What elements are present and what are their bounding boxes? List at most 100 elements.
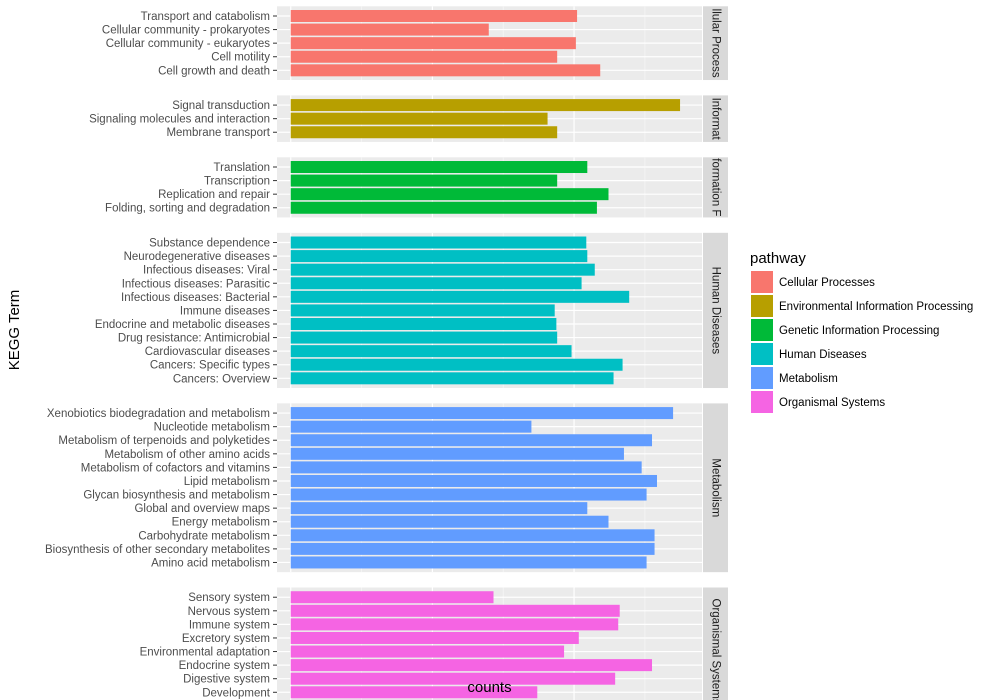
bar-biosynthesis-of-other-secondary-metabolites[interactable]	[290, 542, 655, 555]
facet-panel-4: Xenobiotics biodegradation and metabolis…	[45, 403, 728, 573]
bar-signaling-molecules-and-interaction[interactable]	[290, 112, 548, 125]
bar-glycan-biosynthesis-and-metabolism[interactable]	[290, 488, 647, 501]
y-tick-label: Cellular community - prokaryotes	[102, 25, 270, 37]
bar-folding-sorting-and-degradation[interactable]	[290, 201, 597, 214]
bar-substance-dependence[interactable]	[290, 236, 587, 249]
y-tick-label: Immune diseases	[180, 305, 270, 317]
legend-label: Organismal Systems	[779, 397, 885, 409]
y-tick-label: Metabolism of cofactors and vitamins	[81, 462, 270, 474]
bar-cancers-specific-types[interactable]	[290, 358, 623, 371]
y-tick-label: Energy metabolism	[172, 517, 270, 529]
bar-membrane-transport[interactable]	[290, 126, 558, 139]
facet-strip-label: Organismal Systems	[710, 598, 722, 700]
bar-cancers-overview[interactable]	[290, 372, 614, 385]
bar-lipid-metabolism[interactable]	[290, 474, 658, 487]
bar-amino-acid-metabolism[interactable]	[290, 556, 647, 569]
facet-strip	[703, 6, 728, 81]
y-tick-label: Nucleotide metabolism	[154, 422, 270, 434]
y-tick-label: Infectious diseases: Bacterial	[121, 292, 270, 304]
bar-infectious-diseases-viral[interactable]	[290, 263, 595, 276]
legend-label: Human Diseases	[779, 349, 867, 361]
facet-strip	[703, 587, 728, 700]
facet-panel-0: Transport and catabolism Cellular communi…	[102, 6, 728, 81]
y-tick-label: Digestive system	[183, 674, 270, 686]
y-tick-label: Transport and catabolism	[141, 11, 270, 23]
y-tick-label: Cellular community - eukaryotes	[106, 38, 271, 50]
bar-endocrine-and-metabolic-diseases[interactable]	[290, 317, 557, 330]
bar-transcription[interactable]	[290, 174, 558, 187]
y-tick-label: Amino acid metabolism	[151, 557, 270, 569]
bar-nervous-system[interactable]	[290, 604, 620, 617]
bar-endocrine-system[interactable]	[290, 659, 653, 672]
bar-sensory-system[interactable]	[290, 591, 494, 604]
bar-excretory-system[interactable]	[290, 631, 579, 644]
bar-cellular-community-eukaryotes[interactable]	[290, 37, 576, 50]
bar-immune-diseases[interactable]	[290, 304, 555, 317]
y-tick-label: Carbohydrate metabolism	[138, 530, 270, 542]
facet-panel-1: Signal transduction Signaling molecules a…	[89, 95, 728, 142]
bar-development[interactable]	[290, 686, 538, 699]
y-tick-label: Metabolism of other amino acids	[104, 449, 270, 461]
legend: pathway Cellular Processes Environmental I…	[750, 250, 973, 413]
y-tick-label: Membrane transport	[166, 127, 270, 139]
y-tick-label: Metabolism of terpenoids and polyketides	[58, 435, 270, 447]
y-tick-label: Translation	[214, 162, 270, 174]
y-tick-label: Endocrine system	[179, 660, 270, 672]
bar-digestive-system[interactable]	[290, 672, 616, 685]
bar-metabolism-of-cofactors-and-vitamins[interactable]	[290, 461, 642, 474]
y-tick-label: Transcription	[204, 176, 270, 188]
legend-swatch	[751, 271, 773, 293]
bar-cellular-community-prokaryotes[interactable]	[290, 23, 489, 36]
bar-infectious-diseases-parasitic[interactable]	[290, 277, 582, 290]
legend-label: Genetic Information Processing	[779, 325, 939, 337]
bar-cardiovascular-diseases[interactable]	[290, 345, 572, 358]
bar-energy-metabolism[interactable]	[290, 515, 609, 528]
y-tick-label: Biosynthesis of other secondary metaboli…	[45, 544, 270, 556]
facet-strip-label: Human Diseases	[710, 267, 722, 355]
legend-swatch	[751, 391, 773, 413]
y-tick-label: Excretory system	[182, 633, 270, 645]
bar-signal-transduction[interactable]	[290, 99, 681, 112]
y-tick-label: Environmental adaptation	[140, 647, 270, 659]
y-tick-label: Cell motility	[211, 52, 270, 64]
bar-metabolism-of-terpenoids-and-polyketides[interactable]	[290, 434, 653, 447]
bar-replication-and-repair[interactable]	[290, 188, 609, 201]
bar-drug-resistance-antimicrobial[interactable]	[290, 331, 558, 344]
y-tick-label: Drug resistance: Antimicrobial	[118, 333, 270, 345]
legend-title: pathway	[750, 250, 806, 267]
bar-environmental-adaptation[interactable]	[290, 645, 565, 658]
y-axis-title: KEGG Term	[6, 290, 23, 371]
bar-cell-motility[interactable]	[290, 50, 558, 63]
facet-strip	[703, 232, 728, 389]
y-tick-label: Neurodegenerative diseases	[124, 251, 271, 263]
y-tick-label: Sensory system	[188, 592, 270, 604]
bar-infectious-diseases-bacterial[interactable]	[290, 290, 630, 303]
bar-neurodegenerative-diseases[interactable]	[290, 250, 588, 263]
legend-swatch	[751, 295, 773, 317]
bar-carbohydrate-metabolism[interactable]	[290, 529, 655, 542]
y-tick-label: Lipid metabolism	[184, 476, 270, 488]
y-tick-label: Replication and repair	[158, 189, 270, 201]
y-tick-label: Cell growth and death	[158, 65, 270, 77]
y-tick-label: Immune system	[189, 619, 270, 631]
bar-translation[interactable]	[290, 161, 588, 174]
y-tick-label: Cancers: Overview	[173, 373, 271, 385]
bar-nucleotide-metabolism[interactable]	[290, 420, 532, 433]
facet-strip-label: formation F	[710, 158, 722, 216]
bar-immune-system[interactable]	[290, 618, 619, 631]
bar-metabolism-of-other-amino-acids[interactable]	[290, 447, 624, 460]
legend-label: Metabolism	[779, 373, 838, 385]
y-tick-label: Cancers: Specific types	[150, 360, 270, 372]
bar-xenobiotics-biodegradation-and-metabolism[interactable]	[290, 407, 674, 420]
y-tick-label: Infectious diseases: Parasitic	[122, 278, 271, 290]
bar-cell-growth-and-death[interactable]	[290, 64, 601, 77]
y-tick-label: Signal transduction	[172, 100, 270, 112]
y-tick-label: Glycan biosynthesis and metabolism	[83, 490, 270, 502]
bar-global-and-overview-maps[interactable]	[290, 502, 588, 515]
bar-transport-and-catabolism[interactable]	[290, 10, 578, 22]
legend-swatch	[751, 343, 773, 365]
facet-strip-label: Metabolism	[710, 458, 722, 517]
